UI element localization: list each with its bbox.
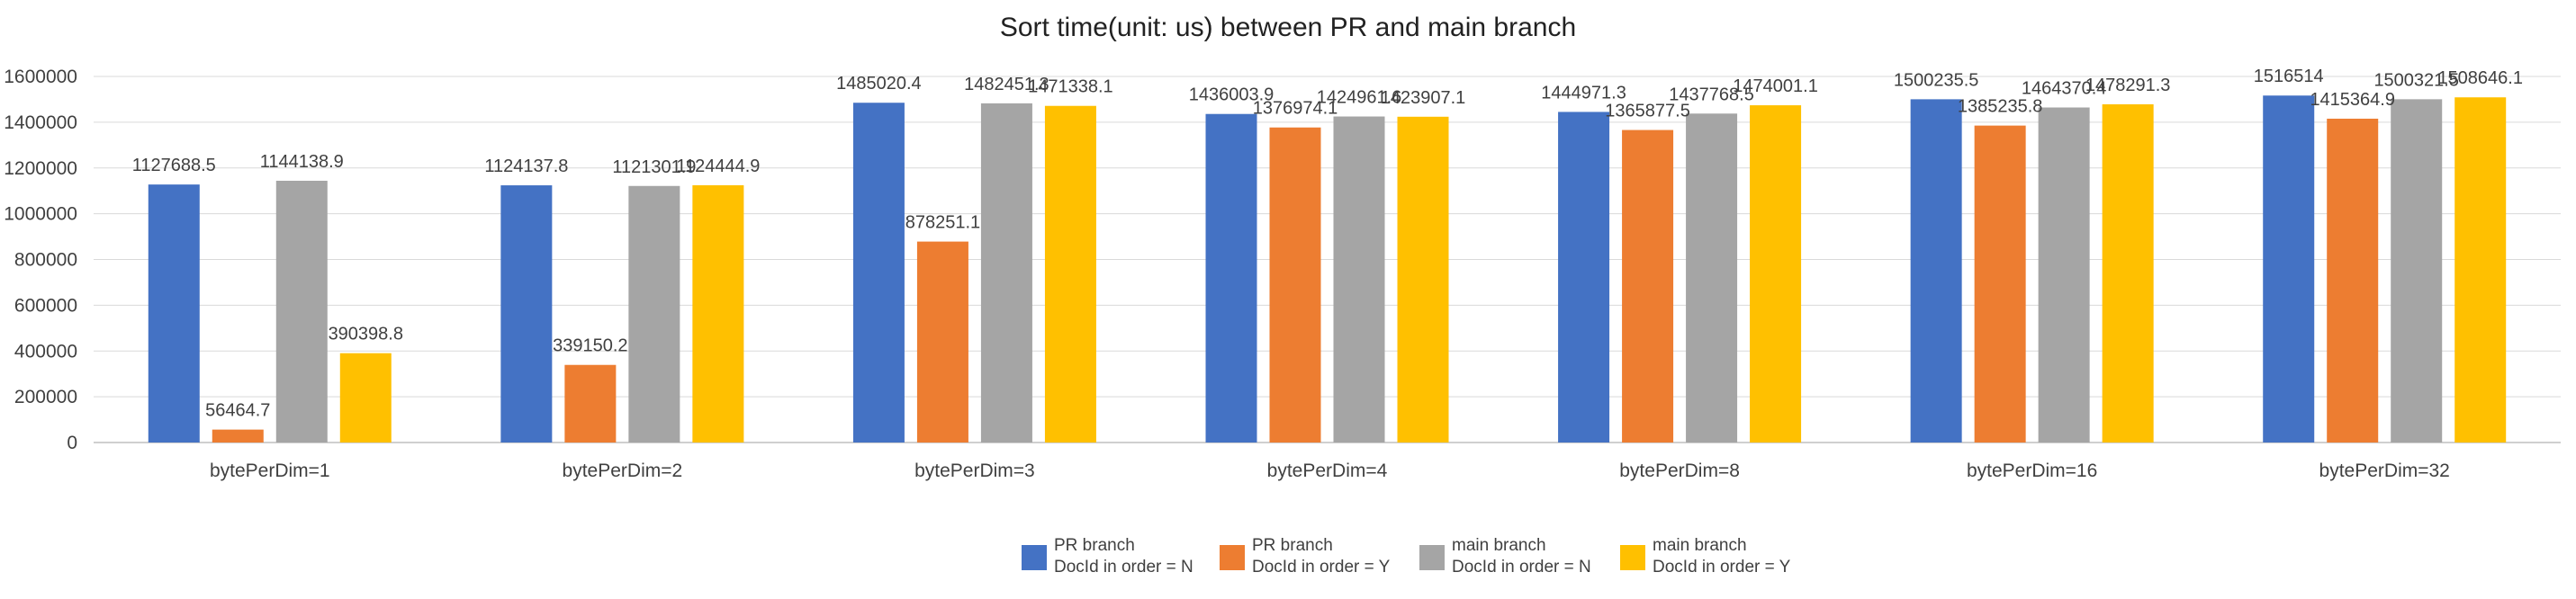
data-label: 1500235.5 bbox=[1894, 70, 1979, 90]
y-tick-label: 600000 bbox=[14, 295, 77, 316]
legend-label: DocId in order = Y bbox=[1252, 558, 1391, 577]
bar bbox=[916, 241, 968, 443]
legend-item: main branch DocId in order = Y bbox=[1620, 536, 1791, 577]
x-tick-label: bytePerDim=3 bbox=[914, 460, 1035, 481]
y-tick-label: 1000000 bbox=[4, 204, 77, 225]
bar bbox=[1333, 116, 1385, 443]
data-label: 1516514 bbox=[2254, 67, 2324, 86]
bar bbox=[1686, 113, 1738, 443]
y-tick-label: 1200000 bbox=[4, 158, 77, 179]
data-label: 1436003.9 bbox=[1189, 85, 1274, 105]
y-tick-label: 0 bbox=[67, 433, 77, 453]
gridlines bbox=[94, 76, 2561, 443]
bar bbox=[1974, 125, 2026, 443]
bar bbox=[564, 364, 617, 443]
data-label: 1124137.8 bbox=[484, 156, 568, 176]
data-label: 1385235.8 bbox=[1958, 97, 2043, 117]
legend-label: PR branch bbox=[1252, 536, 1333, 555]
data-label: 1500321.5 bbox=[2373, 70, 2459, 90]
data-label: 339150.2 bbox=[553, 336, 627, 356]
data-label: 1127688.5 bbox=[132, 156, 216, 175]
y-tick-label: 1600000 bbox=[4, 67, 77, 87]
data-label: 1437768.5 bbox=[1669, 85, 1754, 104]
data-label: 1124444.9 bbox=[676, 156, 760, 176]
data-label: 1144138.9 bbox=[260, 152, 344, 172]
data-label: 1464370.4 bbox=[2022, 79, 2107, 99]
data-label: 56464.7 bbox=[205, 401, 270, 421]
bar bbox=[852, 103, 905, 443]
legend-swatch bbox=[1419, 545, 1445, 570]
legend-label: DocId in order = Y bbox=[1653, 558, 1791, 577]
y-tick-label: 800000 bbox=[14, 250, 77, 271]
data-label: 1365877.5 bbox=[1605, 102, 1690, 121]
data-label: 1485020.4 bbox=[836, 74, 922, 94]
data-labels: 1127688.5 56464.7 1144138.9 390398.8 1124137… bbox=[132, 67, 2523, 420]
bar bbox=[1622, 130, 1674, 443]
data-label: 878251.1 bbox=[905, 213, 980, 233]
y-tick-label: 400000 bbox=[14, 341, 77, 362]
chart-title: Sort time(unit: us) between PR and main … bbox=[1000, 13, 1576, 42]
bar bbox=[212, 429, 264, 443]
bar bbox=[2102, 103, 2154, 443]
legend-swatch bbox=[1220, 545, 1245, 570]
legend-label: DocId in order = N bbox=[1054, 558, 1193, 577]
x-tick-label: bytePerDim=32 bbox=[2319, 460, 2450, 481]
x-tick-label: bytePerDim=16 bbox=[1967, 460, 2097, 481]
data-label: 1482451.3 bbox=[964, 75, 1049, 94]
y-tick-label: 200000 bbox=[14, 387, 77, 407]
legend-label: PR branch bbox=[1054, 536, 1135, 555]
legend-swatch bbox=[1022, 545, 1047, 570]
bar bbox=[1205, 113, 1257, 443]
bar bbox=[2263, 95, 2315, 443]
x-tick-label: bytePerDim=1 bbox=[210, 460, 330, 481]
x-axis-ticks: bytePerDim=1 bytePerDim=2 bytePerDim=3 byte… bbox=[210, 460, 2450, 481]
legend-item: main branch DocId in order = N bbox=[1419, 536, 1591, 577]
y-tick-label: 1400000 bbox=[4, 112, 77, 133]
data-label: 1424961.6 bbox=[1317, 88, 1402, 108]
bar bbox=[980, 103, 1032, 443]
bar bbox=[500, 185, 553, 443]
bar bbox=[2454, 97, 2507, 443]
data-label: 1423907.1 bbox=[1381, 88, 1466, 108]
bar bbox=[628, 185, 680, 443]
data-label: 1471338.1 bbox=[1028, 77, 1113, 97]
legend-swatch bbox=[1620, 545, 1645, 570]
bar bbox=[1269, 127, 1321, 443]
legend: PR branch DocId in order = N PR branch DocI… bbox=[1022, 536, 1791, 577]
bar bbox=[2038, 107, 2090, 443]
bar bbox=[1750, 105, 1802, 443]
x-tick-label: bytePerDim=2 bbox=[563, 460, 683, 481]
data-label: 1376974.1 bbox=[1253, 99, 1338, 119]
legend-label: main branch bbox=[1452, 536, 1546, 555]
bar bbox=[2327, 118, 2379, 443]
legend-item: PR branch DocId in order = Y bbox=[1220, 536, 1391, 577]
data-label: 1508646.1 bbox=[2437, 68, 2523, 88]
bar bbox=[692, 184, 744, 443]
data-label: 1121301.9 bbox=[612, 157, 696, 177]
bar bbox=[2391, 99, 2443, 443]
bar bbox=[148, 184, 200, 443]
bar bbox=[1910, 99, 1962, 443]
bar bbox=[1044, 105, 1096, 443]
bar bbox=[339, 353, 392, 443]
bar bbox=[1558, 112, 1610, 443]
legend-label: DocId in order = N bbox=[1452, 558, 1591, 577]
data-label: 1474001.1 bbox=[1733, 76, 1818, 96]
data-label: 1444971.3 bbox=[1541, 83, 1626, 103]
data-label: 1415364.9 bbox=[2310, 90, 2395, 110]
bar bbox=[275, 180, 328, 443]
bar bbox=[1397, 116, 1449, 443]
legend-label: main branch bbox=[1653, 536, 1747, 555]
y-axis-ticks: 0 200000 400000 600000 800000 1000000 1200000 1… bbox=[4, 67, 77, 453]
data-label: 390398.8 bbox=[329, 325, 403, 344]
x-tick-label: bytePerDim=4 bbox=[1267, 460, 1388, 481]
x-tick-label: bytePerDim=8 bbox=[1619, 460, 1740, 481]
data-label: 1478291.3 bbox=[2085, 76, 2171, 95]
bars bbox=[148, 95, 2507, 443]
legend-item: PR branch DocId in order = N bbox=[1022, 536, 1193, 577]
